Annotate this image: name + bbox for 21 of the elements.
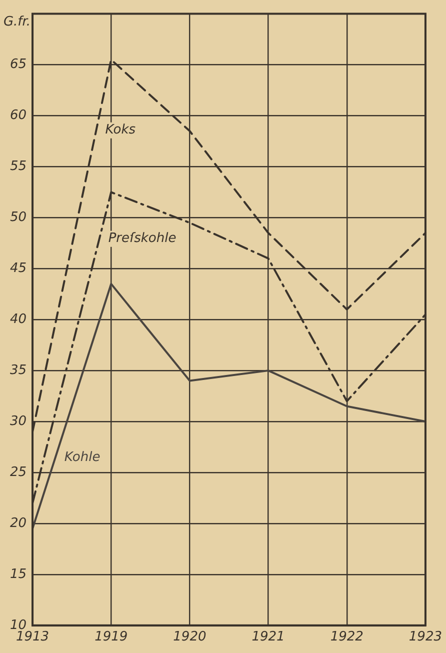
- y-tick-label: 40: [10, 312, 27, 327]
- x-tick-label: 1919: [94, 630, 128, 645]
- x-tick-label: 1922: [330, 630, 364, 645]
- y-tick-label: 45: [10, 261, 27, 276]
- y-axis-title: G.fr.: [3, 14, 31, 30]
- series-label: Kohle: [64, 450, 100, 465]
- x-tick-label: 1923: [408, 630, 442, 645]
- x-tick-label: 1920: [173, 630, 206, 645]
- y-tick-label: 25: [10, 464, 27, 480]
- y-tick-label: 55: [10, 159, 27, 174]
- y-tick-label: 60: [10, 108, 27, 124]
- x-tick-label: 1913: [16, 630, 50, 645]
- y-tick-label: 50: [10, 210, 27, 226]
- y-tick-label: 15: [10, 566, 27, 582]
- y-tick-label: 30: [10, 414, 27, 429]
- y-tick-label: 65: [10, 57, 27, 72]
- series-label: Preſskohle: [108, 231, 176, 246]
- y-tick-label: 20: [10, 516, 27, 531]
- series-label: Koks: [105, 122, 136, 138]
- x-tick-label: 1921: [252, 630, 285, 645]
- y-tick-label: 35: [10, 362, 27, 378]
